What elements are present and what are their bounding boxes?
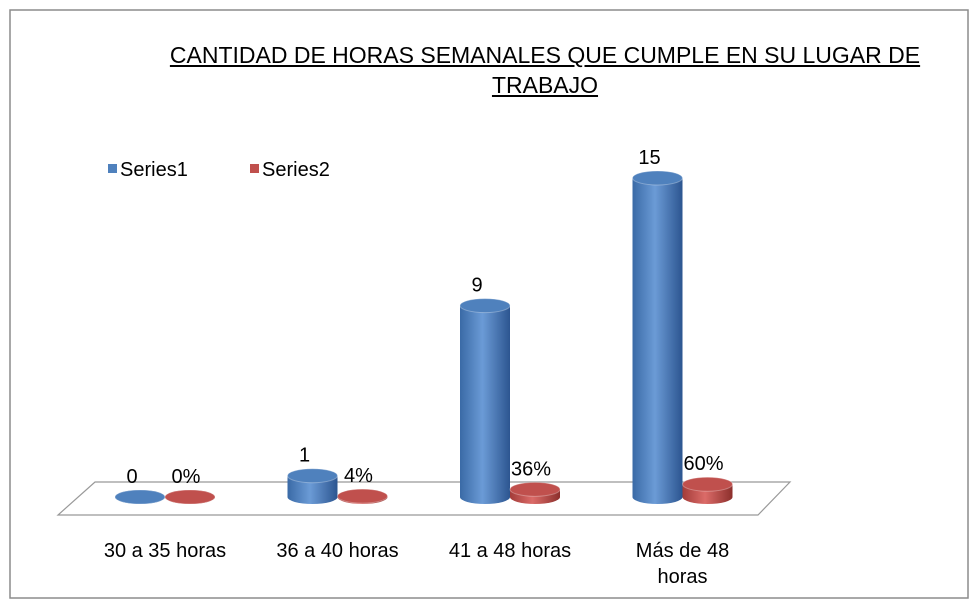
- legend-label: Series1: [120, 159, 188, 181]
- data-label: 0%: [172, 466, 201, 488]
- bar: [682, 476, 733, 504]
- legend-swatch: [108, 164, 117, 173]
- data-label: 60%: [683, 453, 723, 475]
- bar-bottom: [632, 490, 683, 504]
- chart-title: CANTIDAD DE HORAS SEMANALES QUE CUMPLE E…: [169, 42, 921, 98]
- bar: [459, 298, 511, 504]
- floor: [56, 481, 792, 516]
- bar: [337, 488, 388, 504]
- bar-body: [460, 305, 510, 497]
- bar-top: [509, 481, 561, 497]
- bar-body: [632, 178, 683, 497]
- bar-top: [459, 298, 511, 314]
- bar: [164, 489, 216, 505]
- bar-bottom: [460, 490, 510, 504]
- bar: [114, 489, 166, 505]
- bar: [509, 481, 561, 504]
- bar-bottom: [287, 490, 338, 504]
- bar-top: [164, 489, 216, 505]
- bar-top: [114, 489, 166, 505]
- bar-top: [337, 488, 388, 504]
- data-label: 36%: [511, 458, 551, 480]
- data-label: 1: [299, 445, 310, 467]
- data-label: 0: [126, 466, 137, 488]
- x-tick-label: Más de 48 horas: [635, 540, 730, 588]
- bar-top: [287, 468, 338, 484]
- legend-label: Series2: [262, 159, 330, 181]
- bar: [632, 170, 683, 504]
- bar-top: [632, 170, 683, 186]
- bar-bottom: [682, 490, 733, 504]
- x-tick-label: 41 a 48 horas: [448, 540, 572, 562]
- x-tick-label: 30 a 35 horas: [103, 540, 227, 562]
- bar: [287, 468, 338, 504]
- chart-border: [9, 9, 969, 599]
- data-label: 15: [638, 147, 660, 169]
- data-label: 4%: [344, 465, 373, 487]
- data-label: 9: [471, 275, 482, 297]
- legend-swatch: [250, 164, 259, 173]
- x-tick-label: 36 a 40 horas: [276, 540, 399, 562]
- bar-top: [682, 476, 733, 492]
